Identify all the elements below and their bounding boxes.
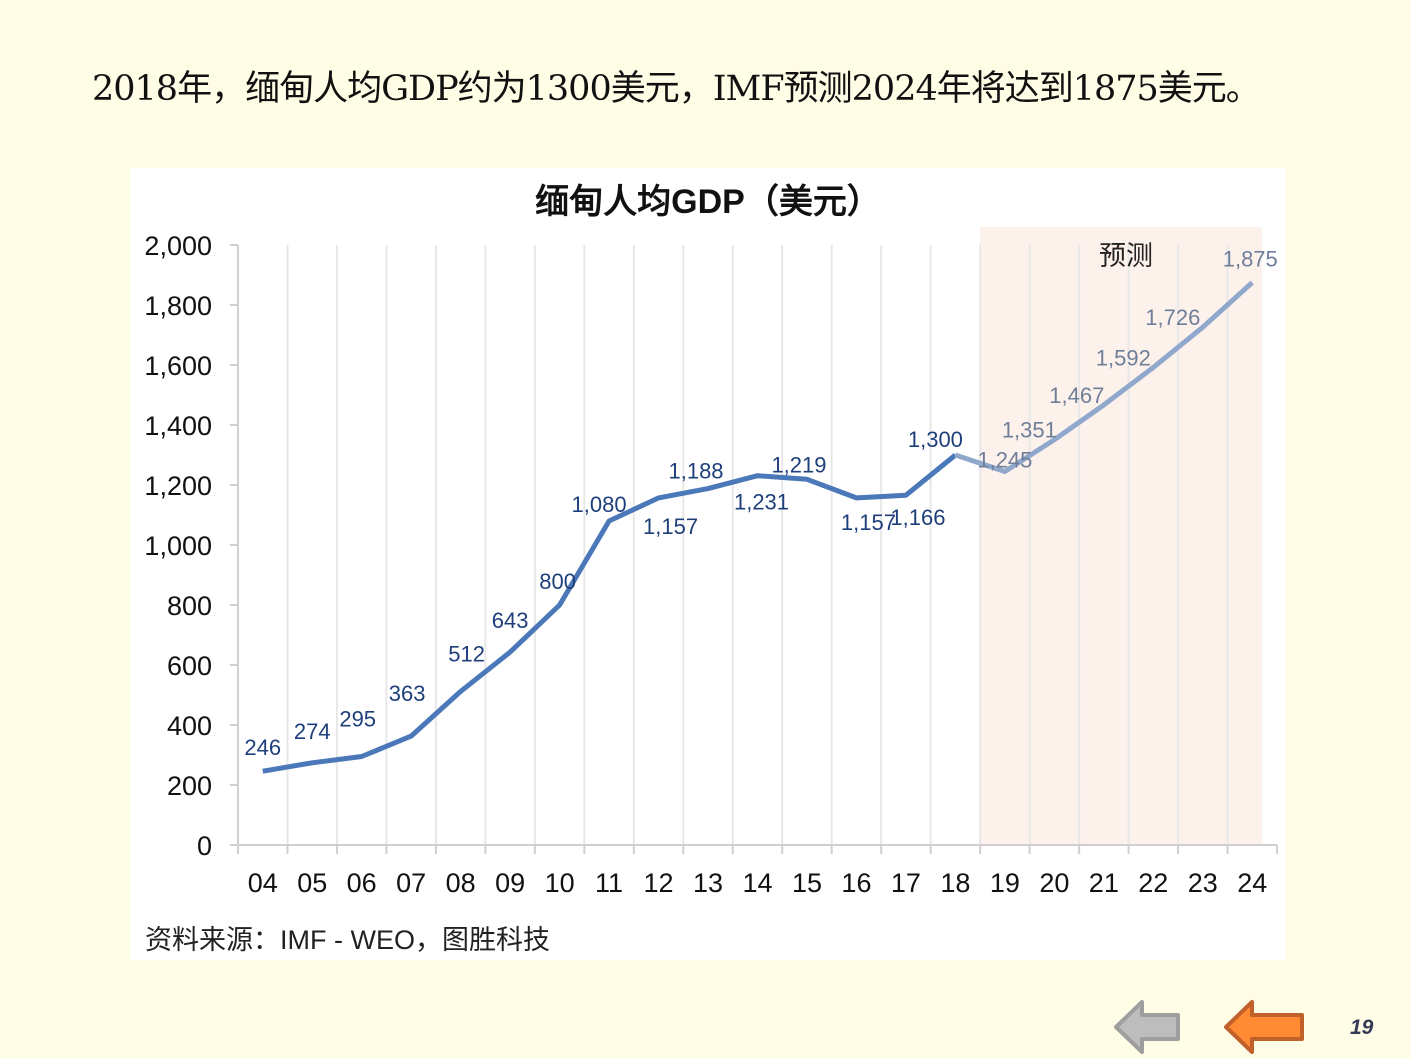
y-tick-label: 1,800 (144, 291, 212, 321)
data-label: 1,245 (977, 448, 1032, 473)
forecast-region (980, 227, 1262, 845)
x-tick-label: 18 (940, 868, 970, 898)
data-label: 1,157 (841, 510, 896, 535)
x-tick-label: 05 (297, 868, 327, 898)
y-tick-label: 200 (167, 771, 212, 801)
x-tick-label: 15 (792, 868, 822, 898)
y-tick-label: 800 (167, 591, 212, 621)
x-tick-label: 20 (1039, 868, 1069, 898)
chart-title: 缅甸人均GDP（美元） (535, 182, 881, 221)
x-tick-label: 22 (1138, 868, 1168, 898)
data-label: 1,157 (643, 514, 698, 539)
data-label: 1,080 (572, 492, 627, 517)
data-label: 1,188 (668, 459, 723, 484)
x-tick-label: 04 (248, 868, 278, 898)
y-tick-label: 1,000 (144, 531, 212, 561)
x-tick-label: 14 (742, 868, 772, 898)
data-label: 1,592 (1096, 345, 1151, 370)
data-label: 1,300 (908, 427, 963, 452)
y-tick-label: 600 (167, 651, 212, 681)
x-tick-label: 16 (841, 868, 871, 898)
x-tick-label: 19 (990, 868, 1020, 898)
data-label: 643 (492, 608, 529, 633)
chart-container: 缅甸人均GDP（美元） 0 200 400 600 800 1,000 1,200 1,400… (130, 168, 1285, 960)
data-label: 800 (539, 569, 576, 594)
page-number: 19 (1350, 1016, 1374, 1039)
x-tick-label: 13 (693, 868, 723, 898)
data-label: 1,875 (1223, 247, 1278, 272)
y-tick-label: 400 (167, 711, 212, 741)
data-label: 1,166 (890, 505, 945, 530)
x-tick-label: 06 (347, 868, 377, 898)
x-tick-label: 21 (1089, 868, 1119, 898)
source-note: 资料来源：IMF - WEO，图胜科技 (145, 925, 550, 955)
forecast-label: 预测 (1099, 241, 1153, 271)
headline: 2018年，缅甸人均GDP约为1300美元，IMF预测2024年将达到1875美… (92, 69, 1261, 109)
data-label: 1,351 (1002, 418, 1057, 443)
y-tick-label: 2,000 (144, 231, 212, 261)
data-label: 1,219 (771, 452, 826, 477)
y-tick-label: 1,600 (144, 351, 212, 381)
y-tick-label: 1,400 (144, 411, 212, 441)
prev-arrow-icon[interactable] (1112, 998, 1184, 1056)
forecast-series-line (954, 280, 1254, 474)
x-tick-label: 08 (446, 868, 476, 898)
x-tick-label: 24 (1237, 868, 1267, 898)
y-tick-label: 0 (197, 831, 212, 861)
gdp-line-chart: 缅甸人均GDP（美元） 0 200 400 600 800 1,000 1,200 1,400… (144, 182, 1278, 898)
x-tick-label: 23 (1188, 868, 1218, 898)
data-label: 1,231 (734, 490, 789, 515)
x-tick-label: 07 (396, 868, 426, 898)
back-arrow-icon[interactable] (1222, 998, 1308, 1056)
x-tick-label: 10 (545, 868, 575, 898)
actual-series-line (262, 453, 957, 774)
y-tick-label: 1,200 (144, 471, 212, 501)
x-tick-label: 17 (891, 868, 921, 898)
data-label: 512 (448, 641, 485, 666)
data-label: 1,467 (1049, 383, 1104, 408)
data-label: 274 (294, 719, 331, 744)
data-label: 246 (244, 735, 281, 760)
x-tick-label: 09 (495, 868, 525, 898)
x-tick-label: 11 (595, 868, 623, 898)
data-label: 1,726 (1145, 305, 1200, 330)
data-label: 363 (389, 681, 426, 706)
x-tick-label: 12 (644, 868, 674, 898)
data-label: 295 (339, 707, 376, 732)
